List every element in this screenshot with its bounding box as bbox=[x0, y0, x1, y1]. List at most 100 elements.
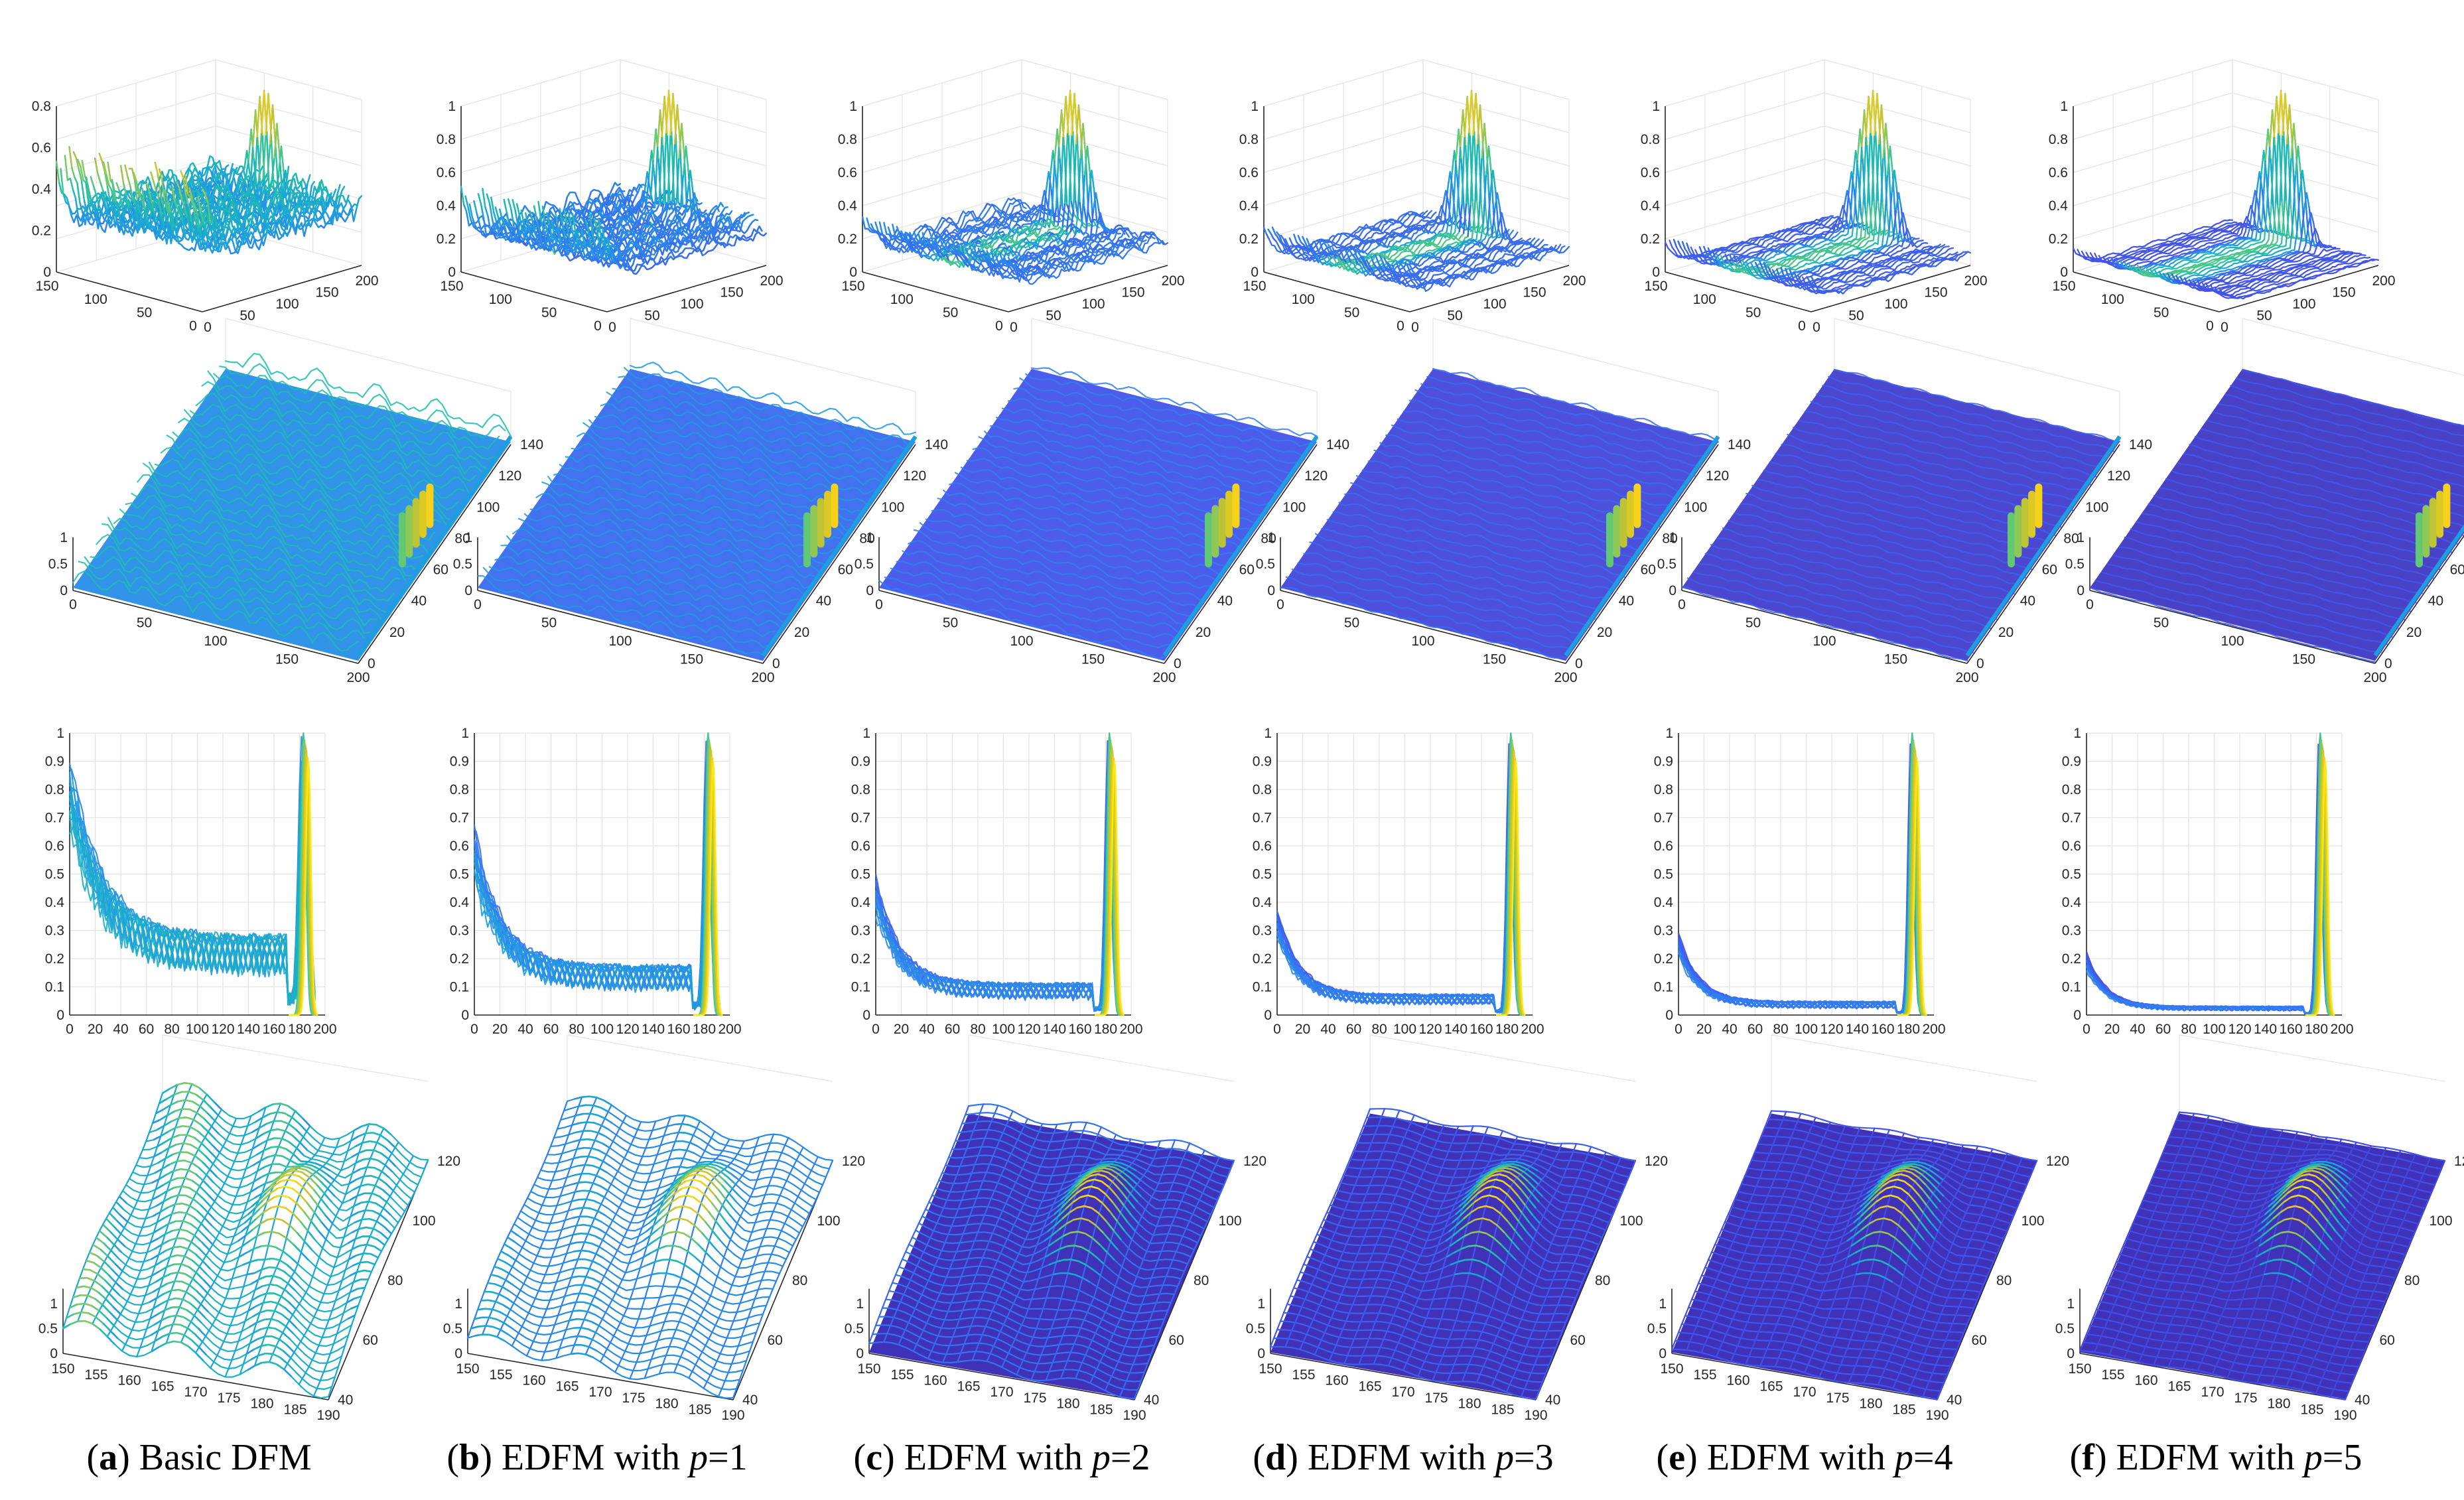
surface-segment bbox=[284, 193, 288, 197]
surface-segment bbox=[477, 229, 481, 233]
surface-segment bbox=[257, 133, 263, 182]
surface-segment bbox=[297, 192, 301, 194]
surface-segment bbox=[68, 204, 72, 216]
surface-segment bbox=[84, 205, 89, 225]
surface-segment bbox=[146, 207, 151, 214]
surface-segment bbox=[208, 220, 212, 232]
surface-segment bbox=[216, 225, 219, 228]
surface-segment bbox=[569, 200, 574, 205]
surface-segment bbox=[245, 210, 249, 213]
surface-segment bbox=[157, 206, 161, 225]
y-tick-label: 0 bbox=[1798, 318, 1806, 334]
z-tick-label: 0 bbox=[1251, 265, 1259, 280]
surface-segment bbox=[291, 193, 296, 200]
surface-segment bbox=[595, 211, 599, 214]
surface-segment bbox=[1849, 176, 1854, 218]
surface-segment bbox=[181, 194, 186, 202]
surface-segment bbox=[726, 236, 731, 244]
surface-segment bbox=[1018, 226, 1022, 229]
surface-segment bbox=[1049, 150, 1054, 176]
surface-segment bbox=[119, 218, 124, 225]
surface-segment bbox=[148, 202, 153, 209]
surface-segment bbox=[187, 178, 192, 188]
surface-segment bbox=[241, 202, 246, 208]
x-tick-label: 150 bbox=[315, 285, 338, 301]
surface-segment bbox=[269, 209, 274, 216]
surface-segment bbox=[948, 217, 953, 220]
surface-segment bbox=[186, 248, 190, 251]
surface-segment bbox=[175, 205, 180, 224]
surface-segment bbox=[151, 192, 155, 200]
surface-segment bbox=[217, 173, 222, 180]
surface-segment bbox=[238, 177, 243, 181]
surface-segment bbox=[1097, 248, 1101, 251]
surface-segment bbox=[1869, 90, 1874, 133]
surface-segment bbox=[236, 166, 241, 173]
surface-segment bbox=[650, 160, 654, 199]
x-tick-label: 100 bbox=[1483, 297, 1506, 312]
surface-segment bbox=[721, 207, 726, 213]
surface-segment bbox=[606, 215, 610, 218]
surface-segment bbox=[685, 253, 691, 259]
surface-segment bbox=[675, 255, 679, 258]
surface-segment bbox=[90, 223, 93, 226]
z-tick-label: 0.2 bbox=[1641, 232, 1660, 247]
surface-segment bbox=[209, 155, 213, 159]
surface-segment bbox=[322, 196, 326, 206]
x-tick-label: 100 bbox=[680, 297, 703, 312]
surface-segment bbox=[692, 237, 696, 240]
surface-segment bbox=[506, 232, 510, 235]
surface-segment bbox=[694, 238, 699, 243]
z-tick-label: 0 bbox=[1652, 265, 1660, 280]
surface-segment bbox=[551, 204, 555, 206]
surface-segment bbox=[191, 168, 196, 176]
surface-segment bbox=[83, 200, 88, 213]
surface-segment bbox=[55, 161, 60, 182]
surface-segment bbox=[176, 193, 181, 205]
surface-segment bbox=[78, 224, 83, 228]
surface-segment bbox=[70, 215, 75, 223]
surface-segment bbox=[201, 174, 206, 177]
x-tick-label: 100 bbox=[1884, 297, 1907, 312]
surface-segment bbox=[107, 162, 111, 181]
surface-segment bbox=[660, 256, 665, 261]
grid-line bbox=[56, 125, 362, 173]
surface-segment bbox=[180, 170, 184, 179]
surface-segment bbox=[111, 179, 116, 202]
surface-segment bbox=[316, 190, 320, 194]
y-tick-label: 50 bbox=[541, 305, 557, 320]
surface-segment bbox=[127, 176, 131, 187]
surface-segment bbox=[283, 188, 287, 197]
surface-segment bbox=[238, 200, 242, 213]
surface-segment bbox=[129, 186, 134, 201]
axes bbox=[460, 106, 767, 312]
surface-segment bbox=[328, 197, 333, 206]
surface-segment bbox=[147, 215, 152, 221]
surface-segment bbox=[156, 210, 161, 214]
surface-segment bbox=[1446, 171, 1451, 192]
surface-segment bbox=[257, 184, 261, 194]
surface-segment bbox=[155, 200, 160, 206]
surface-segment bbox=[151, 203, 156, 214]
y-axis bbox=[862, 271, 1009, 312]
surface-segment bbox=[200, 191, 205, 198]
surface-segment bbox=[1077, 105, 1083, 143]
surface-segment bbox=[703, 209, 707, 214]
surface-segment bbox=[289, 179, 292, 182]
surface-segment bbox=[230, 216, 234, 221]
surface-segment bbox=[180, 225, 185, 235]
z-tick-label: 0.2 bbox=[1239, 232, 1259, 247]
surface-segment bbox=[1698, 246, 1703, 254]
surface-segment bbox=[139, 212, 144, 224]
surface-segment bbox=[253, 137, 258, 194]
surface-segment bbox=[111, 210, 116, 228]
y-tick-label: 150 bbox=[35, 279, 58, 294]
surface-segment bbox=[255, 192, 259, 200]
surface-segment bbox=[196, 171, 201, 180]
surface-segment bbox=[1306, 238, 1310, 246]
surface-segment bbox=[205, 167, 210, 177]
surface-segment bbox=[107, 220, 111, 228]
x-tick-label: 200 bbox=[355, 273, 378, 289]
surface-segment bbox=[1487, 146, 1493, 174]
